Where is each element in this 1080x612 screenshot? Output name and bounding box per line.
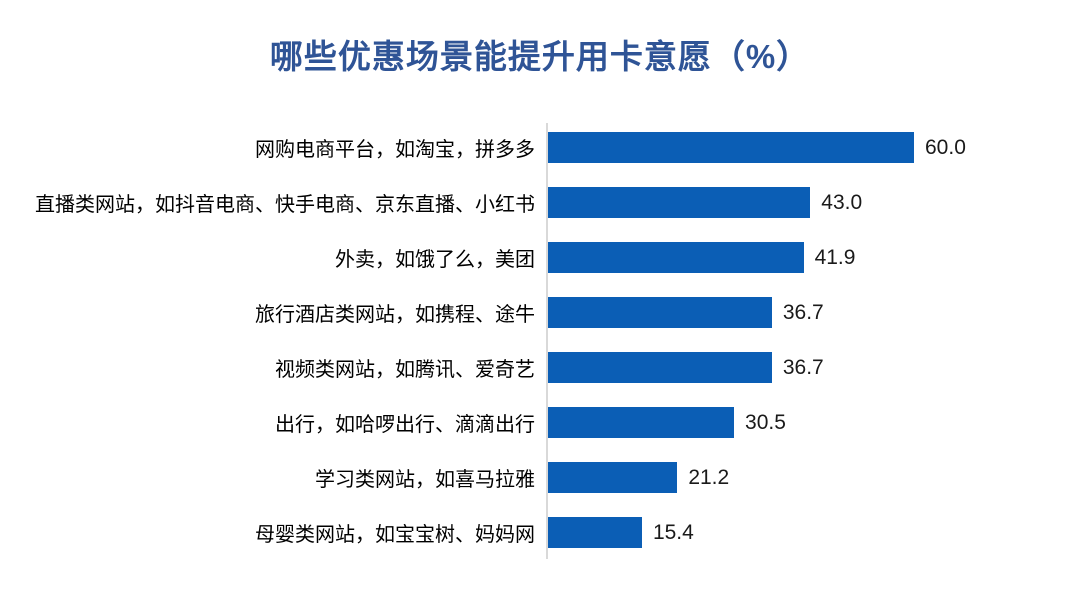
bar-cell: 60.0	[546, 120, 1080, 175]
bar-row: 视频类网站，如腾讯、爱奇艺 36.7	[0, 340, 1080, 395]
bar-row: 学习类网站，如喜马拉雅 21.2	[0, 450, 1080, 505]
chart-title: 哪些优惠场景能提升用卡意愿（%）	[269, 38, 811, 75]
value-label: 43.0	[821, 190, 863, 214]
bar-cell: 36.7	[546, 285, 1080, 340]
bar	[548, 517, 642, 548]
bar	[548, 187, 811, 218]
bar-row: 直播类网站，如抖音电商、快手电商、京东直播、小红书 43.0	[0, 175, 1080, 230]
bar-cell: 21.2	[546, 450, 1080, 505]
value-label: 41.9	[814, 245, 856, 269]
bar	[548, 242, 804, 273]
horizontal-bar-chart: 网购电商平台，如淘宝，拼多多 60.0 直播类网站，如抖音电商、快手电商、京东直播、…	[0, 120, 1080, 560]
category-label: 出行，如哈啰出行、滴滴出行	[275, 414, 535, 436]
bar-cell: 41.9	[546, 230, 1080, 285]
bar-row: 母婴类网站，如宝宝树、妈妈网 15.4	[0, 505, 1080, 560]
category-label: 直播类网站，如抖音电商、快手电商、京东直播、小红书	[35, 194, 535, 216]
value-label: 36.7	[782, 355, 824, 379]
category-label: 外卖，如饿了么，美团	[335, 249, 535, 271]
bar	[548, 132, 914, 163]
bar-row: 外卖，如饿了么，美团 41.9	[0, 230, 1080, 285]
bar	[548, 407, 735, 438]
category-label: 学习类网站，如喜马拉雅	[315, 469, 535, 491]
bar-cell: 30.5	[546, 395, 1080, 450]
bar	[548, 352, 772, 383]
value-label: 36.7	[782, 300, 824, 324]
value-label: 15.4	[652, 520, 694, 544]
value-label: 60.0	[925, 135, 966, 159]
bar-row: 旅行酒店类网站，如携程、途牛 36.7	[0, 285, 1080, 340]
bar-cell: 36.7	[546, 340, 1080, 395]
category-axis-line	[546, 123, 548, 559]
value-label: 21.2	[688, 465, 730, 489]
bar	[548, 462, 678, 493]
bar-cell: 43.0	[546, 175, 1080, 230]
category-label: 视频类网站，如腾讯、爱奇艺	[275, 359, 535, 381]
category-label: 母婴类网站，如宝宝树、妈妈网	[255, 524, 535, 546]
category-label: 旅行酒店类网站，如携程、途牛	[255, 304, 535, 326]
bar-row: 网购电商平台，如淘宝，拼多多 60.0	[0, 120, 1080, 175]
bar-row: 出行，如哈啰出行、滴滴出行 30.5	[0, 395, 1080, 450]
bar-cell: 15.4	[546, 505, 1080, 560]
bar	[548, 297, 772, 328]
value-label: 30.5	[745, 410, 786, 434]
category-label: 网购电商平台，如淘宝，拼多多	[255, 139, 535, 161]
